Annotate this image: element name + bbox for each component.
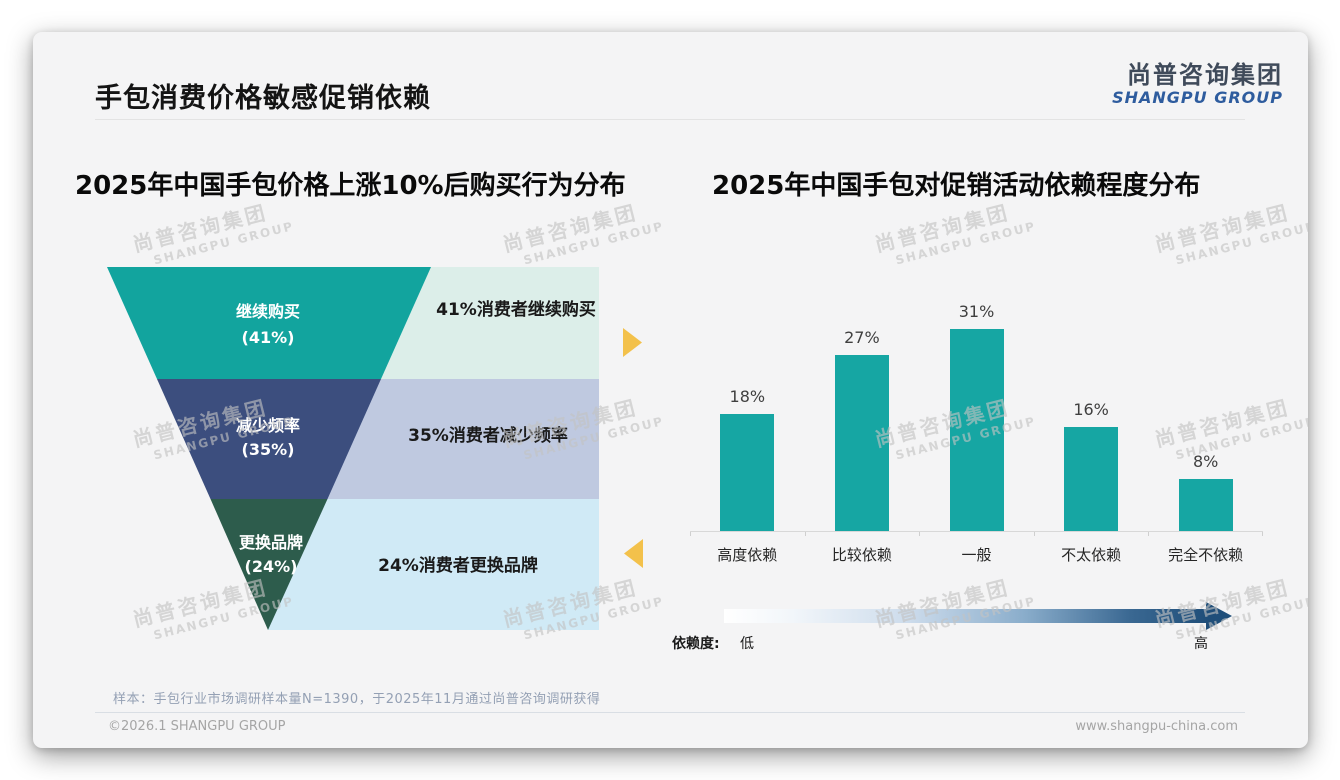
annotation-band-3: [268, 499, 599, 630]
brand-watermark: 尚普咨询集团 SHANGPU GROUP: [872, 575, 1038, 643]
page-title: 手包消费价格敏感促销依赖: [95, 83, 431, 114]
axis-tick: [1034, 532, 1035, 536]
bar-value-label: 16%: [1073, 400, 1109, 419]
x-axis: [690, 531, 1263, 532]
bar-category-label: 比较依赖: [831, 546, 892, 564]
funnel-stage-3[interactable]: [210, 499, 328, 630]
dependency-axis-label: 依赖度:: [672, 636, 720, 652]
funnel-stage-1[interactable]: [107, 267, 431, 379]
axis-tick: [1262, 532, 1263, 536]
dependency-high-label: 高: [1194, 636, 1208, 652]
bar-一般[interactable]: [949, 329, 1004, 531]
bar-value-label: 8%: [1192, 452, 1219, 471]
company-logo: 尚普咨询集团 SHANGPU GROUP: [1073, 61, 1283, 108]
stage-3-label: 更换品牌: [239, 533, 303, 552]
stage-1-annotation: 41%消费者继续购买: [436, 299, 596, 320]
header-divider: [95, 119, 1245, 120]
axis-tick: [919, 532, 920, 536]
bar-value-label: 31%: [958, 302, 995, 321]
sample-note: 样本：手包行业市场调研样本量N=1390，于2025年11月通过尚普咨询调研获得: [113, 692, 601, 707]
bar-category-label: 不太依赖: [1061, 546, 1122, 564]
bar-category-label: 完全不依赖: [1168, 546, 1244, 564]
footer-copyright: ©2026.1 SHANGPU GROUP: [108, 719, 286, 734]
logo-cn-text: 尚普咨询集团: [1127, 61, 1283, 89]
dependency-low-label: 低: [740, 636, 754, 652]
dependency-arrow-head-icon: [1206, 602, 1232, 630]
dependency-gradient-arrow: [724, 609, 1208, 623]
annotation-band-2: [327, 379, 599, 499]
stage-2-annotation: 35%消费者减少频率: [408, 425, 568, 446]
chevron-left-icon: [624, 539, 643, 568]
funnel-chart: 继续购买 (41%) 减少频率 (35%) 更换品牌 (24%) 41%消费者继…: [107, 267, 643, 630]
bar-value-label: 18%: [729, 387, 766, 406]
footer-website: www.shangpu-china.com: [1075, 719, 1238, 734]
bar-完全不依赖[interactable]: [1178, 479, 1233, 531]
axis-tick: [690, 532, 691, 536]
bar-chart-title: 2025年中国手包对促销活动依赖程度分布: [712, 171, 1201, 201]
axis-tick: [1148, 532, 1149, 536]
bar-category-label: 一般: [961, 546, 992, 564]
stage-2-value: (35%): [242, 440, 295, 459]
bar-value-label: 27%: [844, 328, 880, 347]
axis-tick: [805, 532, 806, 536]
stage-3-annotation: 24%消费者更换品牌: [378, 555, 538, 576]
logo-en-text: SHANGPU GROUP: [1112, 88, 1283, 108]
brand-watermark: 尚普咨询集团 SHANGPU GROUP: [1152, 200, 1308, 268]
bar-高度依赖[interactable]: [720, 414, 775, 531]
chevron-right-icon: [623, 328, 642, 357]
stage-3-value: (24%): [245, 557, 298, 576]
brand-watermark: 尚普咨询集团 SHANGPU GROUP: [872, 200, 1038, 268]
bar-chart-plot: 18% 高度依赖 27% 比较依赖 31% 一般 16% 不太依赖 8% 完全不依赖: [690, 290, 1263, 580]
funnel-stage-2[interactable]: [157, 379, 381, 499]
slide-card: 手包消费价格敏感促销依赖 尚普咨询集团 SHANGPU GROUP 2025年中…: [33, 32, 1308, 748]
bar-不太依赖[interactable]: [1064, 427, 1119, 531]
stage-1-label: 继续购买: [236, 302, 300, 321]
footer-divider: [95, 712, 1245, 713]
bar-比较依赖[interactable]: [834, 355, 889, 531]
funnel-chart-title: 2025年中国手包价格上涨10%后购买行为分布: [75, 171, 626, 201]
stage-1-value: (41%): [242, 328, 295, 347]
stage-2-label: 减少频率: [236, 416, 300, 435]
bar-category-label: 高度依赖: [717, 546, 778, 564]
